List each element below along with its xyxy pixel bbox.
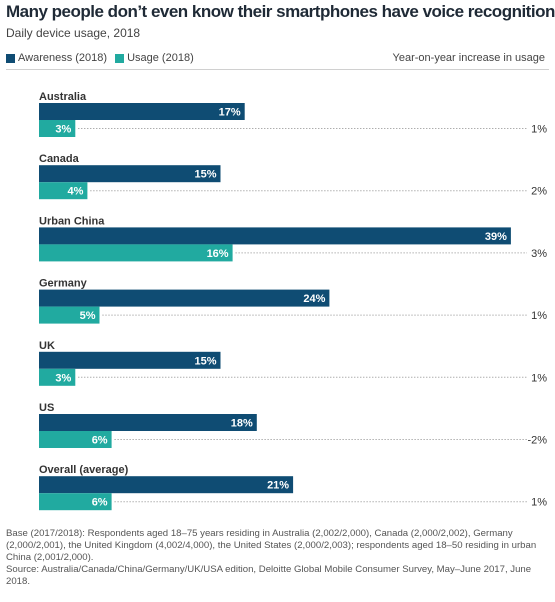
awareness-swatch (6, 53, 15, 63)
yoy-value-germany: 1% (531, 310, 547, 322)
usage-value-label-uk: 3% (55, 372, 71, 384)
usage-bar-overall-average (39, 493, 112, 511)
awareness-value-label-canada: 15% (194, 169, 216, 181)
usage-bar-australia (39, 120, 76, 137)
yoy-value-us: -2% (527, 435, 547, 447)
awareness-bar-australia (39, 103, 245, 120)
usage-value-label-urban-china: 16% (207, 248, 229, 260)
legend-item-usage: Usage (2018) (115, 52, 194, 64)
awareness-value-label-overall-average: 21% (267, 480, 289, 492)
awareness-bar-urban-china (39, 227, 511, 245)
category-label-australia: Australia (39, 91, 87, 103)
awareness-value-label-germany: 24% (303, 293, 325, 305)
yoy-column-header: Year-on-year increase in usage (392, 52, 545, 64)
usage-bar-us (39, 431, 112, 448)
chart-subtitle: Daily device usage, 2018 (6, 26, 141, 40)
usage-bar-canada (39, 182, 88, 200)
awareness-bar-overall-average (39, 476, 294, 494)
awareness-bar-uk (39, 351, 221, 369)
yoy-value-overall-average: 1% (531, 497, 547, 509)
legend-awareness-label: Awareness (2018) (18, 52, 108, 64)
usage-value-label-australia: 3% (55, 124, 71, 136)
category-label-germany: Germany (39, 278, 88, 290)
usage-value-label-canada: 4% (67, 186, 83, 198)
usage-swatch (115, 53, 125, 63)
awareness-bar-us (39, 414, 257, 431)
yoy-value-urban-china: 3% (531, 248, 547, 260)
footnote: Base (2017/2018): Respondents aged 18–75… (6, 528, 551, 588)
yoy-value-australia: 1% (531, 124, 547, 136)
usage-value-label-germany: 5% (80, 310, 96, 322)
awareness-value-label-uk: 15% (194, 355, 216, 367)
category-label-canada: Canada (39, 153, 80, 165)
yoy-value-canada: 2% (531, 186, 547, 198)
usage-bar-germany (39, 306, 100, 324)
legend-usage-label: Usage (2018) (127, 52, 194, 64)
footnote-source: Source: Australia/Canada/China/Germany/U… (6, 564, 532, 587)
awareness-bar-canada (39, 165, 221, 183)
footnote-base: Base (2017/2018): Respondents aged 18–75… (6, 528, 537, 563)
awareness-value-label-australia: 17% (219, 107, 241, 119)
awareness-value-label-urban-china: 39% (485, 231, 507, 243)
category-label-urban-china: Urban China (39, 215, 105, 227)
category-label-overall-average: Overall (average) (39, 464, 129, 476)
awareness-bar-germany (39, 289, 330, 307)
legend: Awareness (2018) Usage (2018) (6, 52, 202, 64)
yoy-value-uk: 1% (531, 372, 547, 384)
awareness-value-label-us: 18% (231, 418, 253, 430)
header-divider (6, 69, 549, 70)
legend-item-awareness: Awareness (2018) (6, 52, 107, 64)
usage-bar-uk (39, 368, 76, 386)
category-label-uk: UK (39, 340, 55, 352)
category-label-us: US (39, 402, 54, 414)
usage-bar-urban-china (39, 244, 233, 262)
chart-title: Many people don’t even know their smartp… (6, 2, 555, 21)
usage-value-label-overall-average: 6% (92, 497, 108, 509)
bar-chart: Australia 17% 3% 1% Canada 15% 4% 2% Urban China… (39, 91, 547, 511)
usage-value-label-us: 6% (92, 435, 108, 447)
